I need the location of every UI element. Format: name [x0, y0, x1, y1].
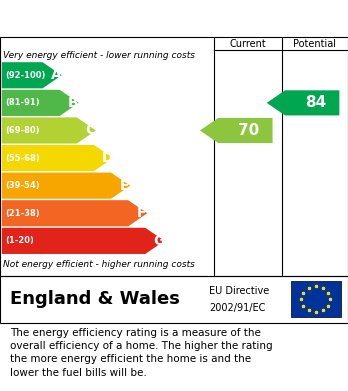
Text: England & Wales: England & Wales [10, 290, 180, 308]
Text: C: C [85, 124, 95, 138]
Polygon shape [2, 228, 164, 254]
Text: EU Directive: EU Directive [209, 286, 269, 296]
Polygon shape [267, 90, 339, 115]
Text: Energy Efficiency Rating: Energy Efficiency Rating [10, 13, 220, 28]
Text: D: D [102, 151, 113, 165]
Text: Current: Current [230, 39, 267, 49]
Text: 70: 70 [238, 123, 260, 138]
Text: Not energy efficient - higher running costs: Not energy efficient - higher running co… [3, 260, 195, 269]
Text: (81-91): (81-91) [5, 99, 40, 108]
Polygon shape [200, 118, 272, 143]
Text: (21-38): (21-38) [5, 209, 40, 218]
Text: (39-54): (39-54) [5, 181, 40, 190]
Polygon shape [2, 117, 96, 143]
Polygon shape [2, 90, 79, 116]
Text: 2002/91/EC: 2002/91/EC [209, 303, 265, 312]
Text: 84: 84 [305, 95, 326, 110]
Text: G: G [153, 234, 164, 248]
Polygon shape [2, 62, 62, 88]
Text: (92-100): (92-100) [5, 71, 46, 80]
Text: Very energy efficient - lower running costs: Very energy efficient - lower running co… [3, 50, 196, 59]
Text: B: B [68, 96, 78, 110]
Text: F: F [137, 206, 146, 220]
Bar [291, 281, 341, 317]
Text: The energy efficiency rating is a measure of the
overall efficiency of a home. T: The energy efficiency rating is a measur… [10, 328, 273, 378]
Polygon shape [2, 172, 130, 199]
Polygon shape [2, 200, 147, 226]
Polygon shape [2, 145, 113, 171]
Text: (55-68): (55-68) [5, 154, 40, 163]
Text: Potential: Potential [293, 39, 337, 49]
Text: (69-80): (69-80) [5, 126, 40, 135]
Text: A: A [50, 68, 61, 82]
Text: E: E [120, 179, 129, 193]
Text: (1-20): (1-20) [5, 237, 34, 246]
